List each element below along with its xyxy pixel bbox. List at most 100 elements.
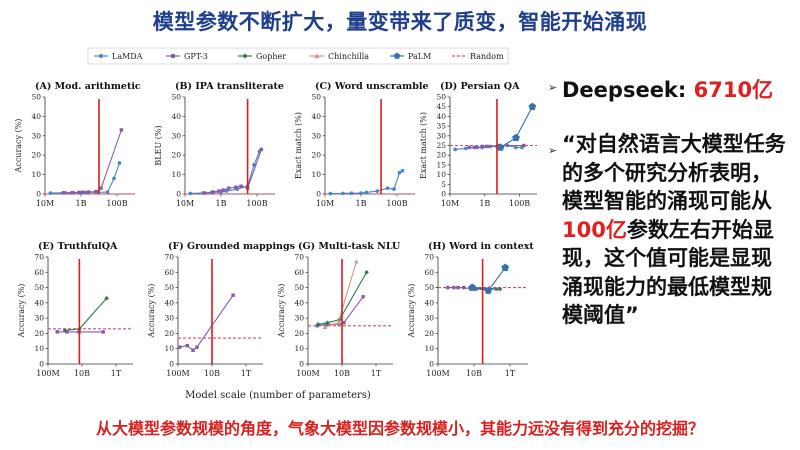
deepseek-label: Deepseek:	[562, 78, 694, 102]
y-tick-label: 50	[31, 93, 41, 102]
series-lamda	[48, 161, 122, 195]
y-tick-label: 0	[169, 360, 174, 369]
data-point	[354, 259, 359, 264]
data-point	[48, 191, 53, 195]
y-tick-label: 10	[164, 344, 174, 353]
x-tick-label: 1T	[111, 369, 122, 378]
x-tick-label: 10B	[466, 369, 482, 378]
x-tick-label: 10M	[316, 199, 334, 208]
data-point	[105, 190, 110, 194]
panel-title: (E) TruthfulQA	[38, 241, 118, 252]
data-point	[191, 348, 195, 352]
data-point	[392, 187, 396, 191]
series-line	[64, 129, 122, 194]
panel-title: (G) Multi-task NLU	[298, 241, 401, 252]
y-tick-label: 70	[34, 253, 44, 262]
y-tick-label: 50	[436, 93, 446, 102]
y-axis-label: Exact match (%)	[294, 112, 303, 179]
chart-panels: (A) Mod. arithmetic Accuracy (%) 0 10 20 30 40…	[14, 81, 537, 378]
emergence-figure: LaMDA GPT-3 Gopher Chinchilla PaLM Random (A)…	[14, 47, 537, 401]
panel-title: (B) IPA transliterate	[175, 81, 284, 92]
legend-box	[87, 47, 509, 65]
y-tick-label: 20	[424, 329, 434, 338]
y-tick-label: 20	[31, 151, 41, 160]
y-tick-label: 50	[311, 93, 321, 102]
series-gpt-3	[315, 295, 365, 328]
x-tick-label: 1T	[505, 369, 516, 378]
panel-b-ipa-transliterate: (B) IPA transliterate BLEU (%) 0 10 20 30 40 50…	[154, 81, 284, 208]
y-tick-label: 30	[436, 131, 446, 140]
series-lamda	[328, 168, 405, 196]
panel-e-truthfulqa: (E) TruthfulQA Accuracy (%) 0 10 20 30 40 50 60 7…	[17, 241, 133, 378]
bullet-arrow-icon: ➢	[548, 81, 558, 94]
data-point	[71, 190, 75, 195]
data-point	[512, 133, 520, 141]
quote-highlight: 100亿	[562, 217, 627, 242]
data-point	[87, 190, 91, 194]
data-point	[325, 320, 330, 326]
data-point	[119, 128, 124, 132]
y-tick-label: 20	[164, 329, 174, 338]
legend-marker-icon	[393, 52, 401, 59]
bullet-deepseek: ➢ Deepseek: 6710亿	[548, 74, 773, 104]
data-point	[341, 191, 345, 196]
legend-item-gpt-3: GPT-3	[166, 52, 208, 61]
y-tick-label: 60	[164, 268, 174, 277]
footer-question: 从大模型参数规模的角度，气象大模型因参数规模小，其能力远没有得到充分的挖掘？	[95, 419, 704, 438]
data-point	[259, 147, 264, 152]
y-tick-label: 40	[436, 112, 446, 121]
y-tick-label: 0	[176, 190, 181, 199]
y-tick-label: 20	[294, 329, 304, 338]
panel-h-word-in-context: (H) Word in context Accuracy (%) 0 10 20 30 40…	[407, 241, 534, 378]
panel-title: (A) Mod. arithmetic	[35, 81, 141, 92]
x-tick-label: 10B	[204, 369, 220, 378]
y-tick-label: 20	[34, 329, 44, 338]
legend-item-chinchilla: Chinchilla	[310, 52, 369, 61]
y-axis-label: Exact match (%)	[419, 112, 428, 179]
data-point	[252, 163, 256, 167]
x-tick-label: 10M	[441, 199, 459, 208]
data-point	[400, 168, 405, 173]
y-tick-label: 5	[441, 180, 446, 189]
legend-label: Gopher	[256, 52, 286, 61]
data-point	[94, 189, 98, 194]
data-point	[385, 186, 390, 191]
data-point	[484, 286, 493, 294]
data-point	[185, 343, 189, 348]
y-axis-label: Accuracy (%)	[147, 284, 156, 339]
data-point	[239, 184, 243, 188]
panel-f-grounded-mappings: (F) Grounded mappings Accuracy (%) 0 10 20 30…	[147, 241, 295, 378]
x-tick-label: 100B	[246, 199, 267, 208]
series-line	[50, 162, 121, 194]
y-tick-label: 50	[294, 283, 304, 292]
y-tick-label: 0	[299, 360, 304, 369]
x-tick-label: 10M	[176, 199, 194, 208]
x-tick-label: 10M	[36, 199, 54, 208]
series-gpt-3	[55, 330, 105, 334]
series-chinchilla	[322, 259, 359, 330]
bullet-emergence-quote: ➢ “对自然语言大模型任务的多个研究分析表明，模型智能的涌现可能从 100亿参数左…	[548, 130, 790, 330]
data-point	[452, 285, 456, 290]
y-tick-label: 50	[164, 283, 174, 292]
y-tick-label: 45	[436, 102, 446, 111]
y-tick-label: 70	[164, 253, 174, 262]
series-line	[500, 106, 533, 148]
series-lamda	[453, 143, 524, 152]
data-point	[99, 186, 103, 190]
y-tick-label: 40	[34, 298, 44, 307]
y-tick-label: 50	[171, 93, 181, 102]
x-tick-label: 100M	[36, 369, 59, 378]
x-tick-label: 100M	[426, 369, 449, 378]
y-tick-label: 30	[424, 314, 434, 323]
data-point	[501, 263, 509, 271]
data-point	[364, 269, 369, 275]
y-tick-label: 35	[436, 122, 446, 131]
y-tick-label: 0	[441, 190, 446, 199]
panel-title: (F) Grounded mappings	[168, 241, 295, 252]
data-point	[496, 143, 505, 151]
data-point	[328, 191, 333, 196]
data-point	[349, 191, 354, 196]
y-tick-label: 30	[294, 314, 304, 323]
series-palm	[468, 263, 509, 294]
legend-marker-icon	[171, 54, 175, 58]
